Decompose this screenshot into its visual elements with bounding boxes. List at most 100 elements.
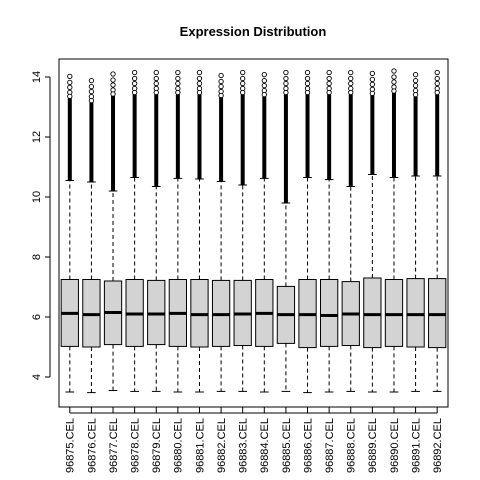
outlier-point: [153, 80, 159, 87]
box-series-4: [147, 69, 166, 392]
box-series-2: [103, 71, 123, 391]
outlier-point: [218, 78, 224, 85]
outlier-point: [196, 69, 203, 76]
y-tick-label: 14: [31, 71, 43, 83]
outlier-point: [153, 75, 159, 82]
box-series-8: [233, 69, 252, 392]
box-series-15: [384, 68, 404, 393]
outlier-point: [348, 69, 354, 76]
outlier-point: [196, 89, 203, 96]
outlier-point: [412, 77, 419, 84]
outlier-point: [283, 69, 289, 76]
outlier-point: [434, 80, 440, 87]
outlier-point: [348, 80, 354, 87]
outlier-point: [218, 83, 224, 90]
x-tick-label: 96877.CEL: [108, 418, 120, 473]
outlier-point: [175, 69, 181, 76]
outlier-point: [240, 80, 246, 87]
outlier-point: [240, 75, 246, 82]
outlier-point: [240, 89, 246, 96]
x-tick-label: 96880.CEL: [173, 418, 185, 473]
x-tick-label: 96884.CEL: [259, 418, 271, 473]
box-series-6: [190, 69, 209, 393]
outlier-point: [88, 77, 95, 84]
outlier-point: [304, 75, 311, 82]
outlier-point: [175, 75, 181, 82]
x-tick-label: 96887.CEL: [324, 418, 336, 473]
outlier-point: [261, 82, 267, 89]
x-tick-label: 96875.CEL: [65, 418, 77, 473]
x-tick-label: 96883.CEL: [238, 418, 250, 473]
box-iqr: [363, 277, 382, 349]
outlier-point: [110, 82, 116, 88]
plot-frame: [58, 58, 449, 408]
outlier-point: [369, 81, 376, 88]
outlier-point: [412, 82, 419, 89]
outlier-point: [391, 74, 397, 80]
outlier-point: [304, 89, 311, 96]
x-tick-label: 96878.CEL: [129, 418, 141, 473]
y-tick-label: 8: [31, 254, 43, 260]
box-series-7: [211, 72, 231, 392]
x-tick-label: 96889.CEL: [367, 418, 379, 473]
outlier-point: [283, 89, 289, 96]
box-series-14: [363, 70, 382, 393]
outlier-point: [326, 80, 332, 87]
box-series-12: [319, 69, 339, 393]
boxes-group: [60, 68, 447, 394]
outlier-point: [283, 75, 289, 82]
outlier-point: [88, 97, 95, 104]
outlier-point: [153, 69, 159, 76]
outlier-point: [110, 77, 116, 83]
outlier-point: [218, 92, 224, 99]
outlier-point: [369, 70, 376, 77]
outlier-point: [110, 91, 116, 97]
outlier-point: [412, 91, 419, 98]
outlier-point: [88, 88, 95, 95]
outlier-point: [67, 73, 73, 80]
outlier-point: [218, 72, 224, 79]
box-series-11: [298, 69, 317, 394]
outlier-point: [391, 88, 397, 94]
box-series-1: [82, 77, 101, 394]
outlier-point: [434, 75, 440, 82]
x-tick-label: 96885.CEL: [281, 418, 293, 473]
outlier-point: [391, 79, 397, 85]
outlier-point: [131, 80, 138, 87]
outlier-point: [326, 89, 332, 96]
outlier-point: [175, 80, 181, 87]
outlier-point: [67, 79, 73, 86]
outlier-point: [175, 89, 181, 96]
x-tick-label: 96886.CEL: [302, 418, 314, 473]
outlier-point: [304, 80, 311, 87]
outlier-point: [391, 68, 397, 74]
outlier-point: [196, 80, 203, 87]
y-tick-label: 4: [31, 374, 43, 380]
x-tick-label: 96879.CEL: [151, 418, 163, 473]
chart-title: Expression Distribution: [180, 24, 327, 39]
outlier-point: [348, 75, 354, 82]
box-series-13: [341, 69, 360, 392]
outlier-point: [153, 89, 159, 96]
box-iqr: [319, 279, 339, 347]
y-axis: 4 6 8 10 12 14: [31, 71, 51, 380]
box-series-9: [255, 71, 274, 393]
outlier-point: [131, 75, 138, 82]
y-tick-label: 6: [31, 314, 43, 320]
outlier-point: [240, 69, 246, 76]
outlier-point: [434, 69, 440, 76]
outlier-point: [369, 90, 376, 97]
outlier-point: [67, 93, 73, 100]
box-series-3: [125, 69, 144, 392]
x-tick-label: 96890.CEL: [389, 418, 401, 473]
x-tick-label: 96888.CEL: [346, 418, 358, 473]
y-tick-label: 10: [31, 191, 43, 203]
y-tick-label: 12: [31, 131, 43, 143]
x-tick-label: 96892.CEL: [432, 418, 444, 473]
outlier-point: [261, 77, 267, 84]
box-series-0: [60, 73, 79, 393]
outlier-point: [261, 91, 267, 98]
box-series-5: [168, 69, 188, 393]
outlier-point: [326, 69, 332, 76]
